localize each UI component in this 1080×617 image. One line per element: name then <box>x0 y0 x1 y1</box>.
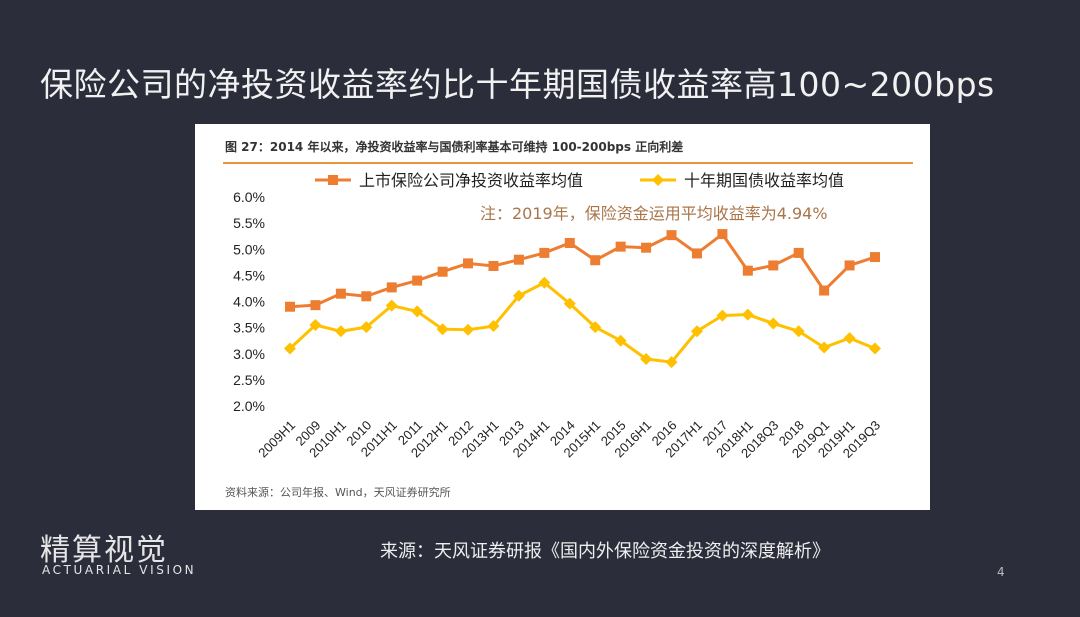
data-point-square <box>768 260 779 271</box>
data-point-square <box>335 288 346 299</box>
data-point-square <box>844 260 855 271</box>
data-point-diamond <box>538 276 551 289</box>
series-line-1 <box>289 231 876 309</box>
data-point-square <box>513 254 524 265</box>
data-point-diamond <box>792 325 805 338</box>
y-tick-label: 2.5% <box>233 372 265 388</box>
page-number: 4 <box>997 565 1005 579</box>
y-tick-label: 2.0% <box>233 398 265 414</box>
y-tick-label: 3.0% <box>233 346 265 362</box>
y-tick-label: 5.0% <box>233 241 265 257</box>
data-point-square <box>717 229 728 240</box>
data-point-square <box>463 258 474 269</box>
data-point-square <box>437 266 448 277</box>
line-chart: 2.0% 2.5% 3.0% 3.5% 4.0% 4.5% 5.0% 5.5% 6.0% 2009… <box>233 171 883 461</box>
figure-source: 资料来源：公司年报、Wind，天风证券研究所 <box>225 486 451 499</box>
x-tick-label: 2009H1 <box>255 418 298 461</box>
data-point-diamond <box>869 342 881 355</box>
data-point-square <box>488 260 499 271</box>
logo-english: ACTUARIAL VISION <box>42 563 197 577</box>
legend-label: 上市保险公司净投资收益率均值 <box>359 171 583 190</box>
data-point-square <box>666 230 677 241</box>
data-point-diamond <box>818 341 831 354</box>
data-point-square <box>564 237 575 248</box>
data-point-square <box>870 252 880 263</box>
data-point-square <box>590 255 601 266</box>
data-point-diamond <box>690 325 703 338</box>
figure-caption: 图 27：2014 年以来，净投资收益率与国债利率基本可维持 100-200bp… <box>225 140 684 154</box>
slide-title: 保险公司的净投资收益率约比十年期国债收益率高100~200bps <box>40 65 995 104</box>
y-tick-label: 3.5% <box>233 320 265 336</box>
data-point-square <box>819 285 830 296</box>
data-point-square <box>691 248 702 259</box>
legend-marker-diamond <box>652 174 664 186</box>
data-point-square <box>285 301 295 312</box>
data-point-diamond <box>385 299 398 312</box>
y-tick-label: 4.5% <box>233 267 265 283</box>
data-point-diamond <box>334 325 347 338</box>
data-point-square <box>412 275 423 286</box>
logo-chinese: 精算视觉 <box>40 533 168 568</box>
data-point-diamond <box>716 309 729 322</box>
data-point-square <box>310 300 321 311</box>
data-point-diamond <box>640 352 653 365</box>
data-point-diamond <box>309 319 322 332</box>
data-point-diamond <box>462 323 475 336</box>
data-point-square <box>361 291 372 302</box>
chart-annotation: 注：2019年，保险资金运用平均收益率为4.94% <box>480 204 828 223</box>
data-point-square <box>386 282 397 293</box>
data-point-diamond <box>284 342 296 355</box>
legend-label: 十年期国债收益率均值 <box>684 171 844 190</box>
data-point-square <box>742 265 753 276</box>
data-point-diamond <box>589 321 602 334</box>
data-point-square <box>641 242 652 253</box>
data-point-diamond <box>767 317 780 330</box>
figure-panel: 图 27：2014 年以来，净投资收益率与国债利率基本可维持 100-200bp… <box>195 124 930 510</box>
data-point-diamond <box>512 289 525 302</box>
data-point-diamond <box>360 321 373 334</box>
data-point-diamond <box>843 332 856 345</box>
data-point-diamond <box>665 356 678 369</box>
data-point-diamond <box>614 334 627 347</box>
data-point-square <box>615 241 626 252</box>
data-point-square <box>539 247 550 258</box>
y-tick-label: 4.0% <box>233 294 265 310</box>
series-line-2 <box>288 280 876 364</box>
legend-marker-square <box>328 175 338 185</box>
data-point-diamond <box>563 297 576 310</box>
y-tick-label: 5.5% <box>233 215 265 231</box>
caption-divider <box>223 162 913 164</box>
data-point-diamond <box>741 308 754 321</box>
data-point-diamond <box>436 323 449 336</box>
y-tick-label: 6.0% <box>233 189 265 205</box>
slide-source: 来源：天风证券研报《国内外保险资金投资的深度解析》 <box>380 541 830 562</box>
data-point-diamond <box>411 305 424 318</box>
data-point-diamond <box>487 320 500 333</box>
data-point-square <box>793 247 804 258</box>
